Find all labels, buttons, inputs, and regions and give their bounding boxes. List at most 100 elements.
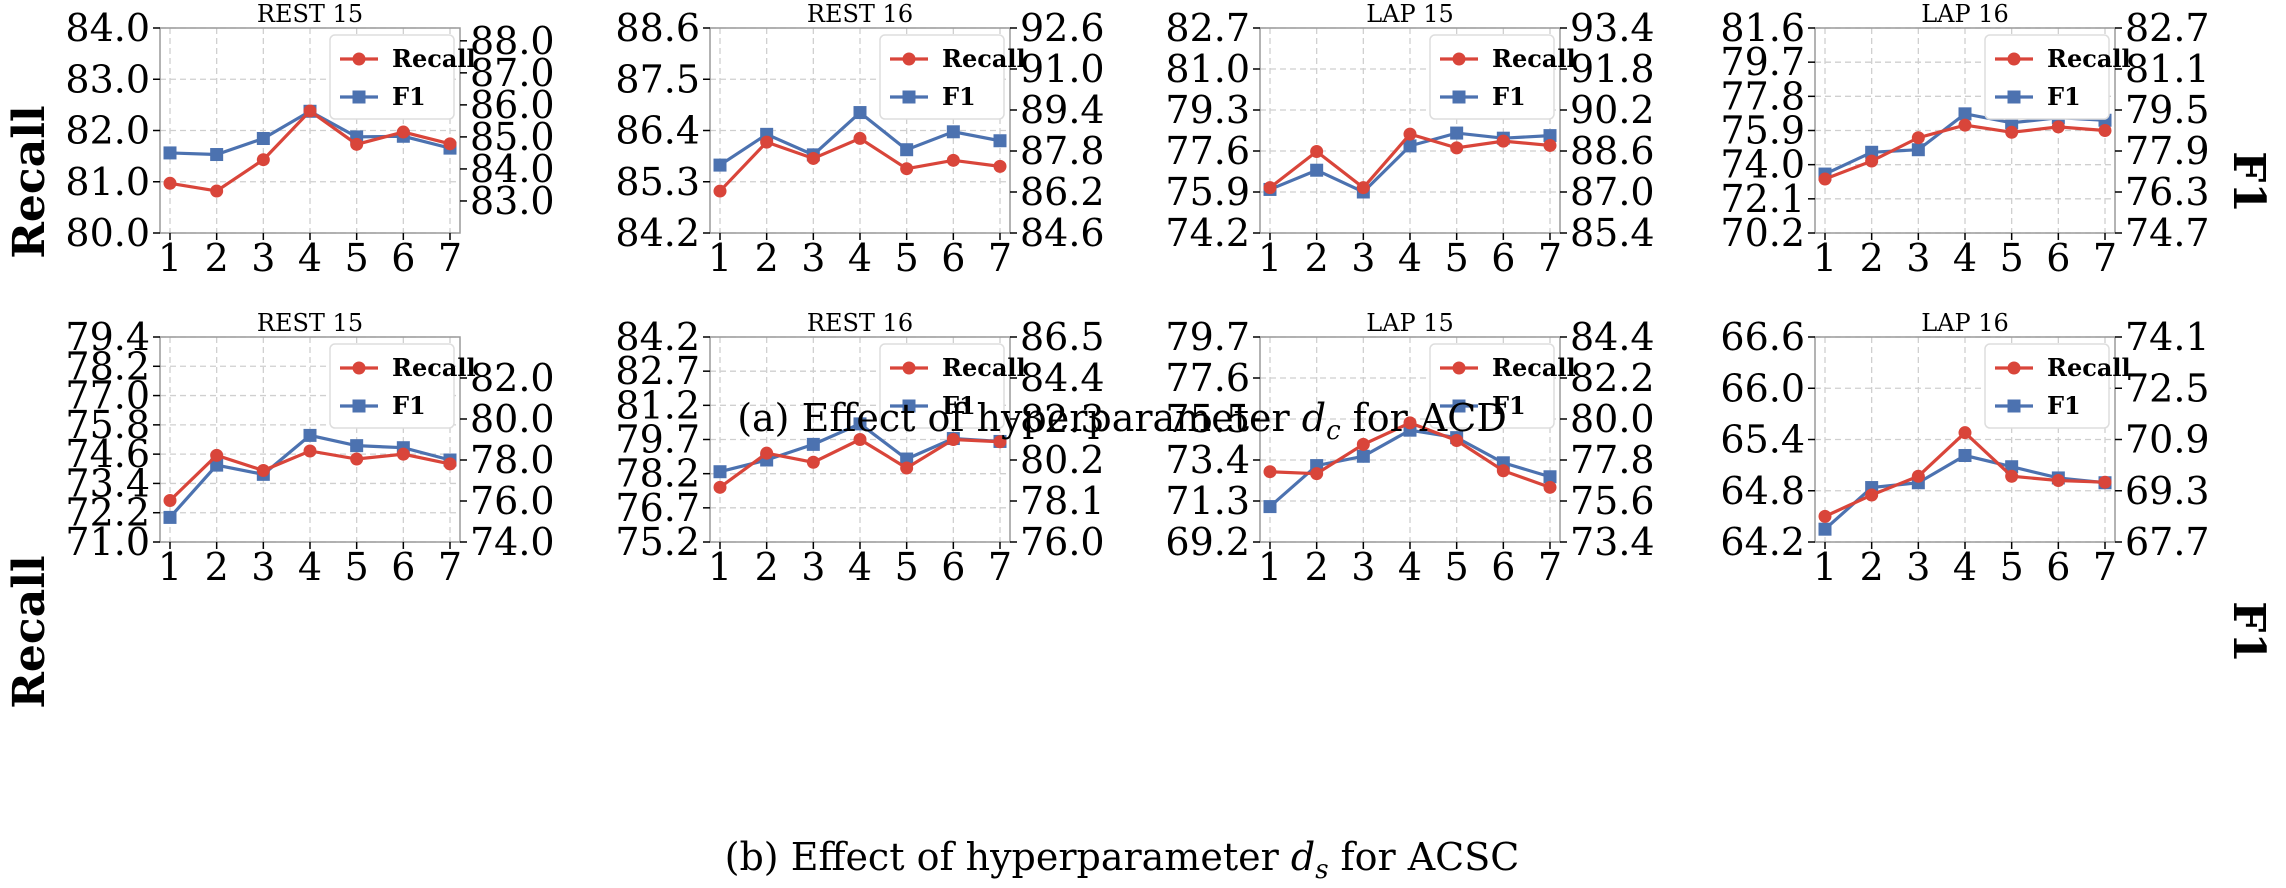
legend-label-f1: F1 xyxy=(2047,391,2081,420)
right-tick-label-4: 72.5 xyxy=(2125,366,2210,410)
legend-label-recall: Recall xyxy=(1492,353,1576,382)
recall-point-3 xyxy=(1911,131,1925,145)
left-tick-label-5: 77.6 xyxy=(1165,356,1250,400)
x-tick-label-3: 3 xyxy=(1351,545,1375,589)
f1-point-4 xyxy=(1958,107,1972,121)
legend-marker-f1 xyxy=(1452,90,1466,104)
legend-marker-recall xyxy=(1452,361,1466,375)
left-tick-label-7: 84.2 xyxy=(615,315,700,359)
x-tick-label-7: 7 xyxy=(2093,545,2117,589)
left-tick-label-6: 82.7 xyxy=(615,349,700,393)
left-tick-label-5: 81.2 xyxy=(615,383,700,427)
right-tick-label-4: 80.0 xyxy=(1570,397,1655,441)
x-tick-label-5: 5 xyxy=(345,236,369,280)
x-tick-label-7: 7 xyxy=(988,236,1012,280)
left-tick-label-3: 74.0 xyxy=(1720,143,1805,187)
recall-point-4 xyxy=(853,131,867,145)
right-tick-label-6: 92.6 xyxy=(1020,6,1105,50)
left-tick-label-2: 85.3 xyxy=(615,160,700,204)
caption-a: (a) Effect of hyperparameter dc for ACD xyxy=(737,396,1507,446)
chart-panel-2: REST 16 84.2 85.3 86.4 87.5 88.6 84.686.287.88… xyxy=(615,0,1104,280)
legend-marker-f1 xyxy=(2007,399,2021,413)
panel-title: REST 15 xyxy=(257,309,363,337)
right-tick-label-5: 81.1 xyxy=(2125,47,2210,91)
recall-point-2 xyxy=(1865,154,1879,168)
f1-point-4 xyxy=(853,106,867,120)
recall-point-7 xyxy=(443,457,457,471)
f1-point-1 xyxy=(1263,500,1277,514)
x-tick-label-3: 3 xyxy=(1351,236,1375,280)
x-tick-label-1: 1 xyxy=(1813,236,1837,280)
f1-point-4 xyxy=(1958,449,1972,463)
left-tick-label-5: 88.6 xyxy=(615,6,700,50)
right-tick-label-1: 73.4 xyxy=(1570,520,1655,564)
left-tick-label-2: 81.0 xyxy=(65,160,150,204)
recall-point-2 xyxy=(1310,467,1324,481)
right-tick-label-3: 85.0 xyxy=(470,115,555,159)
recall-point-6 xyxy=(2051,120,2065,134)
left-axis-label-bottom: Recall xyxy=(4,555,55,708)
x-tick-label-4: 4 xyxy=(1953,545,1977,589)
right-tick-label-5: 82.0 xyxy=(470,356,555,400)
recall-point-4 xyxy=(853,433,867,446)
recall-point-3 xyxy=(806,455,820,469)
recall-point-5 xyxy=(350,452,364,466)
left-tick-label-5: 77.8 xyxy=(1720,74,1805,118)
recall-point-7 xyxy=(2098,124,2112,137)
recall-point-5 xyxy=(2005,469,2019,483)
recall-point-5 xyxy=(2005,125,2019,139)
caption-b-tail: for ACSC xyxy=(1341,835,1520,879)
recall-point-1 xyxy=(1263,465,1277,479)
legend-marker-f1 xyxy=(2007,90,2021,104)
x-tick-label-4: 4 xyxy=(848,236,872,280)
x-tick-label-6: 6 xyxy=(1491,545,1515,589)
right-tick-label-4: 80.0 xyxy=(470,397,555,441)
x-tick-label-5: 5 xyxy=(1445,236,1469,280)
left-tick-label-6: 79.7 xyxy=(1165,315,1250,359)
panel-title: LAP 15 xyxy=(1366,0,1454,28)
left-tick-label-5: 75.8 xyxy=(65,403,150,447)
x-tick-label-4: 4 xyxy=(848,545,872,589)
recall-point-2 xyxy=(760,446,774,460)
chart-panel-6: REST 16 75.276.778.279.781.282.784.2 76.07… xyxy=(615,309,1104,589)
f1-point-4 xyxy=(853,417,867,431)
right-tick-label-6: 84.4 xyxy=(1570,315,1655,359)
x-tick-label-7: 7 xyxy=(438,236,462,280)
right-tick-label-2: 84.0 xyxy=(470,147,555,191)
recall-point-1 xyxy=(1818,509,1832,523)
left-tick-label-7: 81.6 xyxy=(1720,6,1805,50)
x-tick-label-6: 6 xyxy=(2046,236,2070,280)
f1-point-3 xyxy=(256,132,270,146)
recall-point-7 xyxy=(993,159,1007,173)
right-tick-label-5: 91.8 xyxy=(1570,47,1655,91)
x-tick-label-7: 7 xyxy=(1538,236,1562,280)
recall-point-4 xyxy=(303,444,317,458)
x-tick-label-4: 4 xyxy=(1953,236,1977,280)
right-tick-label-6: 86.5 xyxy=(1020,315,1105,359)
f1-point-2 xyxy=(210,458,224,472)
recall-point-2 xyxy=(760,135,774,149)
f1-point-5 xyxy=(1450,126,1464,140)
f1-point-6 xyxy=(946,125,960,139)
recall-point-6 xyxy=(2051,474,2065,487)
legend-label-recall: Recall xyxy=(942,44,1026,73)
x-tick-label-2: 2 xyxy=(1305,236,1329,280)
recall-point-5 xyxy=(1450,141,1464,155)
left-tick-label-3: 77.6 xyxy=(1165,129,1250,173)
panels-group: REST 1580.081.082.083.084.083.084.085.08… xyxy=(65,0,2209,589)
x-tick-label-4: 4 xyxy=(1398,236,1422,280)
recall-point-4 xyxy=(303,104,317,118)
x-tick-label-2: 2 xyxy=(755,545,779,589)
right-tick-label-6: 88.0 xyxy=(470,19,555,63)
x-tick-label-5: 5 xyxy=(1445,545,1469,589)
x-tick-label-1: 1 xyxy=(1813,545,1837,589)
recall-point-4 xyxy=(1958,426,1972,440)
right-tick-label-2: 87.0 xyxy=(1570,170,1655,214)
x-tick-label-7: 7 xyxy=(1538,545,1562,589)
legend-label-f1: F1 xyxy=(2047,82,2081,111)
f1-point-1 xyxy=(713,465,727,479)
x-tick-label-5: 5 xyxy=(2000,545,2024,589)
recall-point-3 xyxy=(1356,181,1370,195)
panel-title: LAP 16 xyxy=(1921,0,2009,28)
x-tick-label-3: 3 xyxy=(801,545,825,589)
